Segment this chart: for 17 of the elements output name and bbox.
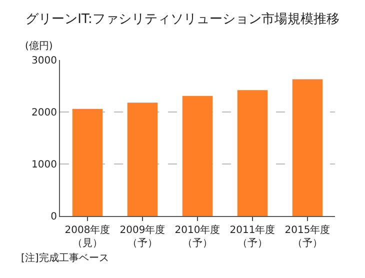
- x-tick-label: 2015年度（予）: [284, 224, 330, 249]
- bar: [292, 79, 323, 216]
- y-tick-label: 2000: [32, 108, 57, 118]
- bar: [72, 108, 103, 216]
- text: [注]完成工事ベース: [21, 252, 109, 264]
- x-tick-label: 2008年度（見）: [64, 224, 110, 249]
- x-tick-label: 2009年度（予）: [120, 224, 166, 249]
- x-tick-label: 2011年度（予）: [230, 224, 276, 249]
- y-axis-title: (億円): [25, 40, 53, 52]
- bar: [237, 90, 268, 216]
- y-tick-label: 1000: [32, 160, 57, 170]
- y-tick-label: 3000: [32, 56, 57, 66]
- bar: [182, 96, 213, 216]
- x-tick-label: 2010年度（予）: [174, 224, 220, 249]
- bar: [127, 102, 158, 216]
- chart-title: グリーンIT:ファシリティソリューション市場規模推移: [26, 12, 340, 27]
- y-tick-label: 0: [50, 212, 57, 222]
